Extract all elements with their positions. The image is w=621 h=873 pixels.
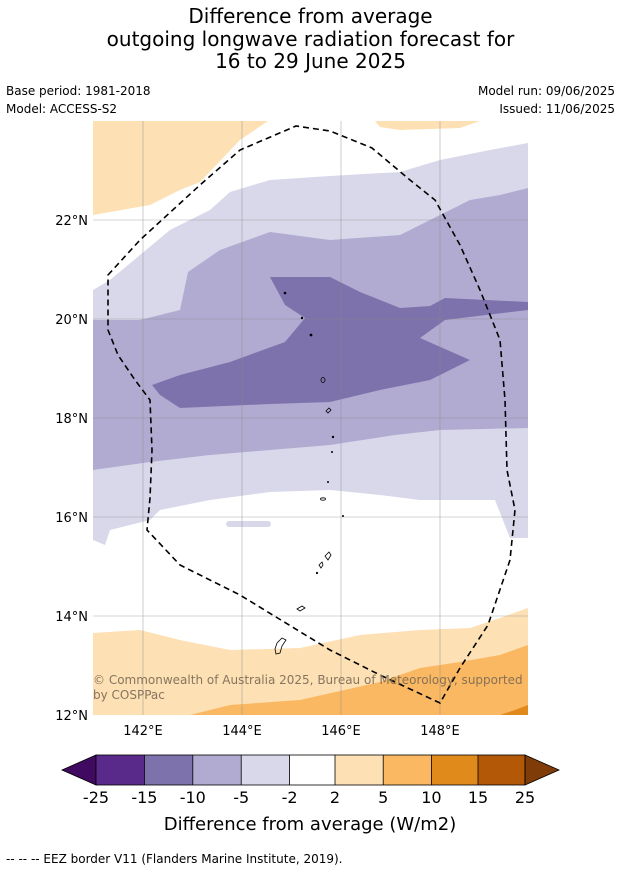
lon-label-142: 142°E <box>123 724 163 739</box>
title-line-1: Difference from average <box>188 4 433 28</box>
colorbar-tick-5: -2 <box>282 788 298 807</box>
lat-label-16: 16°N <box>55 511 88 526</box>
base-period: Base period: 1981-2018 <box>6 84 151 98</box>
colorbar-tick-1: -25 <box>83 788 109 807</box>
colorbar-tick-2: -15 <box>131 788 157 807</box>
lon-axis: 142°E 144°E 146°E 148°E <box>123 724 460 739</box>
meta-left: Base period: 1981-2018 Model: ACCESS-S2 <box>6 82 151 118</box>
colorbar-tick-3: -10 <box>180 788 206 807</box>
copyright-line-2: by COSPPac <box>93 688 165 702</box>
gridlines <box>93 121 528 715</box>
lon-label-148: 148°E <box>420 724 460 739</box>
colorbar-seg-4 <box>241 755 290 785</box>
colorbar: -25 -15 -10 -5 -2 2 5 10 15 25 Differenc… <box>61 754 560 835</box>
colorbar-tick-6: 2 <box>330 788 340 807</box>
patch-neg2 <box>226 521 271 527</box>
colorbar-tick-8: 10 <box>421 788 441 807</box>
band-pos2-topleft <box>93 121 268 215</box>
islands <box>274 291 344 655</box>
colorbar-tick-9: 15 <box>468 788 488 807</box>
map-title: Difference from average outgoing longwav… <box>0 5 621 73</box>
band-neg10 <box>152 277 528 408</box>
colorbar-seg-5 <box>289 755 335 785</box>
copyright-line-1: © Commonwealth of Australia 2025, Bureau… <box>93 673 523 687</box>
colorbar-seg-1 <box>96 755 145 785</box>
model-name: Model: ACCESS-S2 <box>6 102 118 116</box>
colorbar-seg-6 <box>335 755 384 785</box>
issued-date: Issued: 11/06/2025 <box>499 102 615 116</box>
meta-right: Model run: 09/06/2025 Issued: 11/06/2025 <box>478 82 615 118</box>
lat-label-12: 12°N <box>55 709 88 724</box>
title-line-2: outgoing longwave radiation forecast for <box>106 26 515 51</box>
colorbar-tick-10: 25 <box>515 788 535 807</box>
colorbar-extend-high <box>524 754 560 786</box>
band-pos10-bottom <box>500 705 528 715</box>
model-run: Model run: 09/06/2025 <box>477 84 615 98</box>
title-line-3: 16 to 29 June 2025 <box>215 49 406 73</box>
lat-label-22: 22°N <box>55 214 88 229</box>
lat-axis: 22°N 20°N 18°N 16°N 14°N 12°N <box>55 214 88 724</box>
eez-legend-note: -- -- -- EEZ border V11 (Flanders Marine… <box>6 852 343 866</box>
lon-label-144: 144°E <box>222 724 262 739</box>
eez-border <box>107 125 516 705</box>
colorbar-seg-7 <box>383 755 432 785</box>
band-pos2-topright <box>375 121 480 130</box>
colorbar-seg-2 <box>144 755 193 785</box>
colorbar-extend-low <box>61 754 97 786</box>
colorbar-tick-7: 5 <box>378 788 388 807</box>
colorbar-label: Difference from average (W/m2) <box>164 814 456 835</box>
colorbar-seg-9 <box>478 755 525 785</box>
lon-label-146: 146°E <box>321 724 361 739</box>
colorbar-seg-3 <box>192 755 242 785</box>
copyright-notice: © Commonwealth of Australia 2025, Bureau… <box>93 673 523 702</box>
lat-label-14: 14°N <box>55 610 88 625</box>
colorbar-seg-8 <box>431 755 478 785</box>
lat-label-18: 18°N <box>55 412 88 427</box>
colorbar-tick-4: -5 <box>233 788 249 807</box>
lat-label-20: 20°N <box>55 313 88 328</box>
